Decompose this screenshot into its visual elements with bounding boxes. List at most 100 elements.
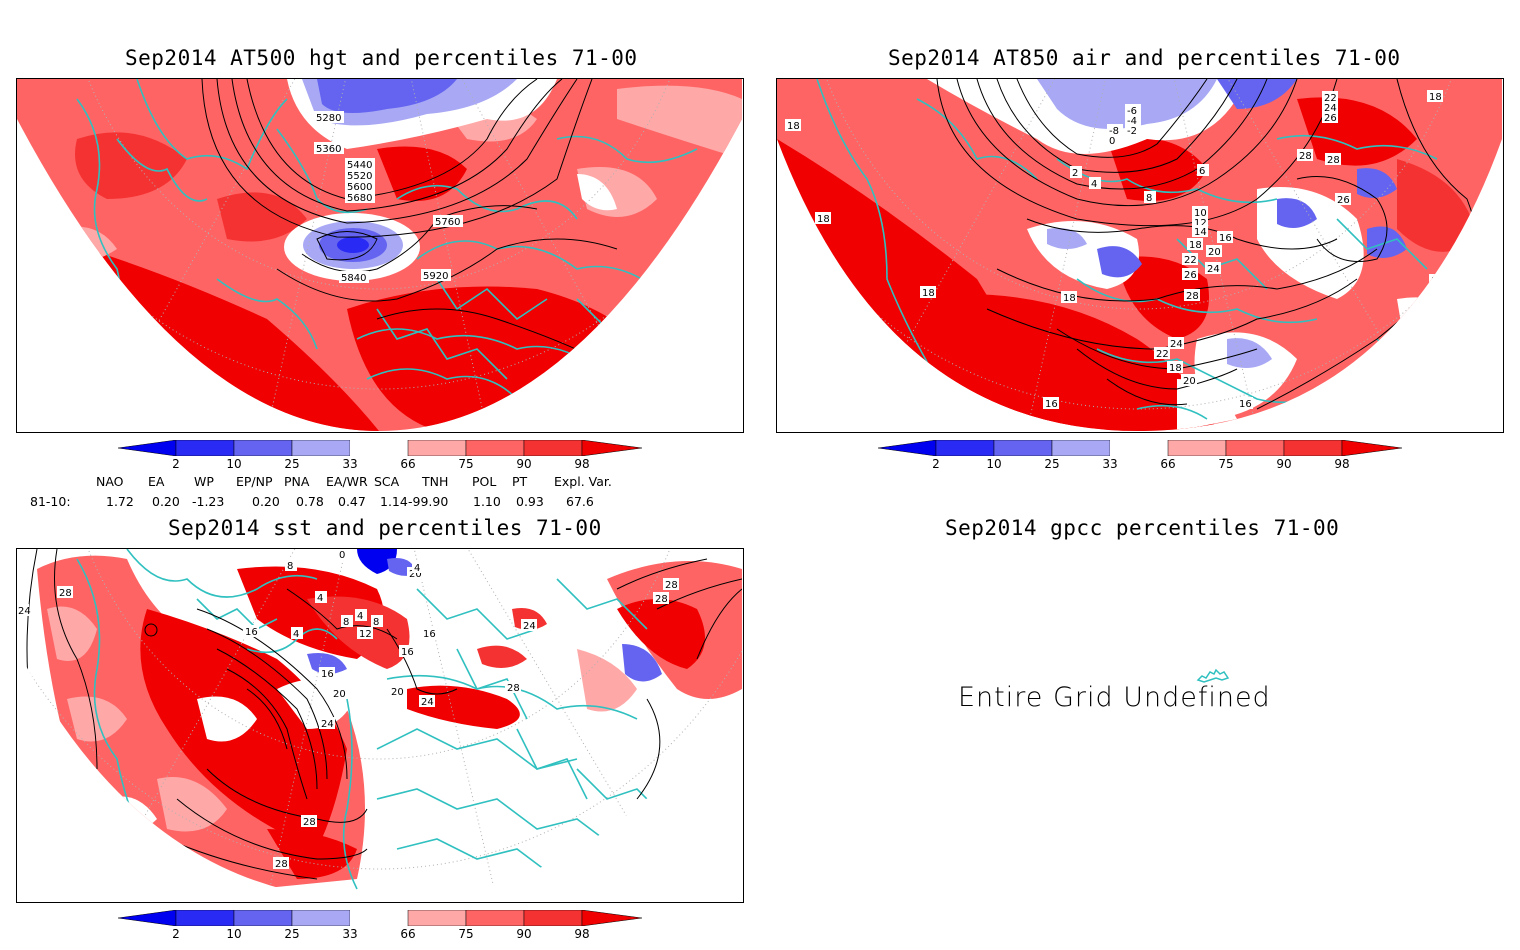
svg-text:16: 16 (1219, 233, 1232, 244)
tc-header: POL (472, 474, 497, 489)
svg-text:24: 24 (1207, 264, 1220, 275)
cbar-tick: 98 (1334, 457, 1350, 471)
hgt500-map: 5280 5360 5440 5520 5600 5680 5760 5840 … (16, 78, 744, 433)
cbar-tick: 25 (284, 457, 300, 471)
svg-text:16: 16 (1239, 399, 1252, 410)
hgt500-colorbar: 2 10 25 33 66 75 90 98 (117, 439, 643, 480)
cbar-tick: 66 (400, 457, 416, 471)
svg-text:28: 28 (655, 594, 668, 605)
air850-title: Sep2014 AT850 air and percentiles 71-00 (888, 46, 1401, 70)
svg-text:8: 8 (373, 617, 379, 628)
sst-label: 28 (301, 815, 317, 828)
air-label: 28 (1325, 153, 1341, 166)
tc-header: TNH (422, 474, 449, 489)
svg-text:12: 12 (359, 629, 372, 640)
air-label: -4 (1125, 114, 1141, 127)
sst-colorbar: 2 10 25 33 66 75 90 98 (117, 909, 643, 950)
tc-value: 0.47 (338, 494, 366, 509)
tc-header: SCA (374, 474, 400, 489)
svg-text:-6: -6 (1127, 106, 1137, 117)
cbar-tick: 10 (226, 927, 242, 941)
cbar-tick: 75 (1218, 457, 1234, 471)
svg-text:4: 4 (414, 563, 420, 574)
svg-text:24: 24 (523, 621, 536, 632)
sst-label: 0 (337, 549, 349, 561)
sst-label: 4 (412, 561, 424, 574)
svg-text:16: 16 (321, 669, 334, 680)
air-label: 18 (1061, 291, 1077, 304)
hgt-label-5520: 5520 (345, 169, 375, 182)
svg-text:4: 4 (293, 629, 299, 640)
svg-text:6: 6 (1199, 166, 1205, 177)
air-label: 26 (1322, 111, 1338, 124)
svg-text:-8: -8 (1109, 126, 1119, 137)
cbar-tick: 66 (1160, 457, 1176, 471)
cbar-tick: 33 (342, 457, 358, 471)
air-label: 16 (1043, 397, 1059, 410)
cbar-tick: 66 (400, 927, 416, 941)
svg-text:-4: -4 (1127, 116, 1137, 127)
svg-text:28: 28 (59, 588, 72, 599)
air-label: 10 (1192, 206, 1208, 219)
air-label: 22 (1154, 347, 1170, 360)
svg-text:5840: 5840 (341, 273, 366, 284)
sst-label: 4 (315, 591, 327, 604)
hgt-label-5680: 5680 (345, 191, 375, 204)
tc-header: Expl. Var. (554, 474, 612, 489)
tc-value: 1.10 (473, 494, 501, 509)
hgt-label-5600: 5600 (345, 180, 375, 193)
svg-text:22: 22 (1184, 255, 1197, 266)
air-label: 20 (1206, 245, 1222, 258)
svg-text:10: 10 (1194, 208, 1207, 219)
svg-text:28: 28 (275, 859, 288, 870)
svg-text:5280: 5280 (316, 113, 341, 124)
tc-value: 0.20 (152, 494, 180, 509)
air-label: 22 (1322, 91, 1338, 104)
air-label: -6 (1125, 104, 1141, 117)
cbar-below-2 (117, 439, 177, 457)
svg-text:28: 28 (303, 817, 316, 828)
hgt-label-5440: 5440 (345, 158, 375, 171)
sst-label: 12 (357, 627, 373, 640)
svg-text:26: 26 (1324, 113, 1337, 124)
cbar-tick: 90 (516, 927, 532, 941)
svg-text:18: 18 (1169, 363, 1182, 374)
tc-header: PT (512, 474, 528, 489)
air850-colorbar: 2 10 25 33 66 75 90 98 (877, 439, 1403, 480)
svg-text:24: 24 (1170, 339, 1183, 350)
air-label: 24 (1168, 337, 1184, 350)
gpcc-title: Sep2014 gpcc percentiles 71-00 (945, 516, 1340, 540)
cbar-tick: 2 (932, 457, 940, 471)
sst-label: 8 (371, 615, 383, 628)
air-label: 6 (1197, 164, 1209, 177)
air-label: 0 (1107, 134, 1119, 147)
cbar-tick: 98 (574, 927, 590, 941)
sst-label: 20 (389, 685, 405, 698)
svg-text:5920: 5920 (423, 271, 448, 282)
gpcc-coast-fragment (1196, 668, 1230, 683)
air-label: 22 (1182, 253, 1198, 266)
svg-text:18: 18 (1063, 293, 1076, 304)
air-label: 18 (1167, 361, 1183, 374)
air-label: 24 (1205, 262, 1221, 275)
svg-text:5520: 5520 (347, 171, 372, 182)
hgt-label-5920: 5920 (421, 269, 451, 282)
tc-value: 0.78 (296, 494, 324, 509)
svg-text:16: 16 (245, 627, 258, 638)
air-label: 16 (1237, 397, 1253, 410)
air-label: 28 (1184, 289, 1200, 302)
svg-text:28: 28 (665, 580, 678, 591)
sst-label: 4 (291, 627, 303, 640)
cbar-tick: 90 (1276, 457, 1292, 471)
sst-label: 28 (663, 578, 679, 591)
air-label: 26 (1182, 268, 1198, 281)
sst-title: Sep2014 sst and percentiles 71-00 (168, 516, 602, 540)
cbar-tick: 25 (1044, 457, 1060, 471)
cbar-tick: 90 (516, 457, 532, 471)
air-label: 20 (1181, 374, 1197, 387)
svg-text:24: 24 (18, 606, 31, 617)
svg-text:18: 18 (817, 214, 830, 225)
svg-text:28: 28 (507, 683, 520, 694)
cbar-tick: 2 (172, 927, 180, 941)
air-label: 28 (1297, 149, 1313, 162)
